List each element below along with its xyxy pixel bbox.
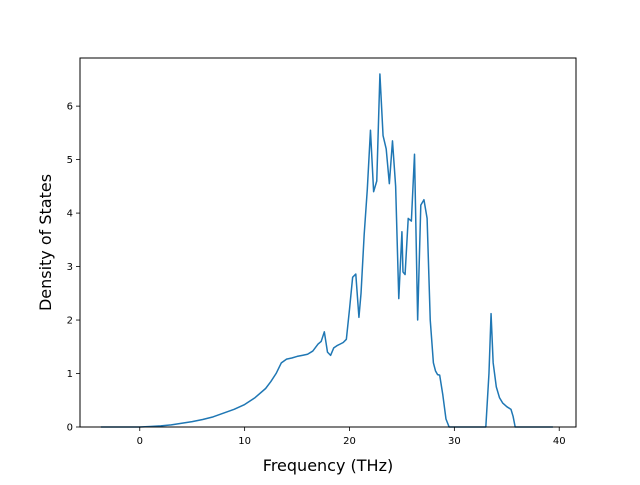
x-axis-label: Frequency (THz) — [263, 456, 393, 475]
x-tick-label: 30 — [448, 436, 461, 447]
plot-layer — [100, 73, 553, 428]
y-tick-label: 4 — [67, 209, 73, 220]
x-tick-label: 20 — [343, 436, 356, 447]
x-tick-label: 10 — [238, 436, 251, 447]
x-tick-label: 0 — [137, 436, 143, 447]
y-tick-label: 3 — [67, 262, 73, 273]
y-axis-label: Density of States — [36, 174, 55, 311]
y-tick-label: 0 — [67, 423, 73, 434]
axis-layer: 0 10 20 30 40 0 1 2 3 4 5 6 — [67, 102, 566, 447]
y-tick-label: 6 — [67, 102, 73, 113]
dos-series-line-0 — [100, 73, 553, 428]
plot-frame — [79, 57, 577, 428]
y-tick-label: 1 — [67, 369, 73, 380]
y-tick-label: 2 — [67, 316, 73, 327]
x-tick-label: 40 — [553, 436, 566, 447]
y-tick-label: 5 — [67, 155, 73, 166]
